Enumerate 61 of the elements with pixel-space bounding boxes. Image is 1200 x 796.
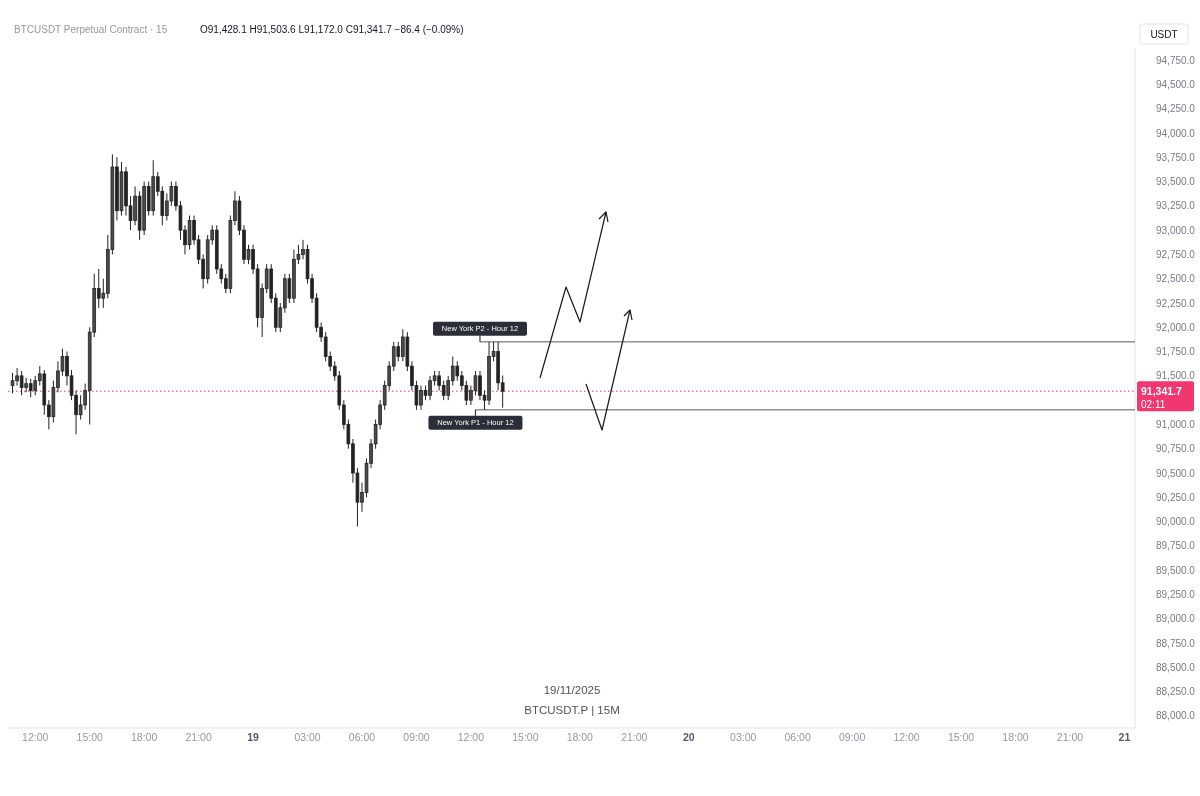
x-tick-label: 09:00 (403, 731, 430, 743)
candlestick (19, 370, 24, 396)
y-tick-label: 93,000.0 (1156, 224, 1196, 236)
text: 02:11 (1141, 398, 1166, 410)
chart-title: BTCUSDT Perpetual Contract · 15 (14, 24, 168, 35)
x-tick-label: 21:00 (1056, 731, 1084, 743)
y-tick-label: 94,250.0 (1156, 103, 1196, 115)
annotation: 19/11/2025 (543, 684, 601, 696)
y-tick-label: 92,500.0 (1156, 273, 1196, 285)
x-tick-label: 20 (682, 731, 695, 743)
ref-line-label: 91,341.7 (1141, 384, 1183, 397)
x-tick-label: 12:00 (22, 731, 49, 743)
y-tick-label: 88,500.0 (1156, 661, 1196, 673)
y-tick-label: 88,250.0 (1156, 686, 1196, 698)
x-tick-label: 03:00 (730, 731, 757, 743)
y-tick-label: 94,000.0 (1156, 127, 1196, 139)
y-tick-label: 91,750.0 (1156, 346, 1196, 358)
candlestick (78, 394, 83, 421)
candlestick (28, 378, 33, 398)
y-tick-label: 92,750.0 (1156, 248, 1196, 260)
y-tick-label: 94,750.0 (1156, 54, 1196, 66)
x-tick-label: 15:00 (76, 731, 103, 743)
y-tick-label: 89,000.0 (1156, 613, 1196, 625)
y-axis-title: USDT (1150, 28, 1178, 40)
y-tick-label: 93,500.0 (1156, 176, 1196, 188)
x-tick-label: 15:00 (512, 731, 539, 743)
candlestick (10, 372, 15, 394)
y-tick-label: 91,000.0 (1156, 418, 1196, 430)
y-tick-label: 89,250.0 (1156, 588, 1196, 600)
y-tick-label: 90,250.0 (1156, 491, 1196, 503)
y-tick-label: 90,500.0 (1156, 467, 1196, 479)
x-tick-label: 12:00 (893, 731, 920, 743)
y-tick-label: 89,500.0 (1156, 564, 1196, 576)
y-tick-label: 93,250.0 (1156, 200, 1196, 212)
y-tick-label: 90,750.0 (1156, 443, 1196, 455)
x-tick-label: 21 (1118, 731, 1131, 743)
y-tick-label: 92,250.0 (1156, 297, 1196, 309)
x-tick-label: 21:00 (621, 731, 648, 743)
x-tick-label: 18:00 (131, 731, 158, 743)
x-tick-label: 15:00 (947, 731, 975, 743)
y-tick-label: 89,750.0 (1156, 540, 1196, 552)
y-tick-label: 94,500.0 (1156, 78, 1196, 90)
y-tick-label: 90,000.0 (1156, 516, 1196, 528)
y-tick-label: 88,750.0 (1156, 637, 1196, 649)
x-tick-label: 06:00 (348, 731, 376, 743)
chart-subtitle: O91,428.1 H91,503.6 L91,172.0 C91,341.7 −86.4 (−0.09%) (200, 24, 464, 35)
x-tick-label: 19 (247, 731, 260, 743)
y-tick-label: 93,750.0 (1156, 151, 1196, 163)
y-tick-label: 92,000.0 (1156, 321, 1196, 333)
candlestick (455, 360, 460, 382)
x-tick-label: 03:00 (294, 731, 321, 743)
x-tick-label: 18:00 (566, 731, 594, 743)
y-tick-label: 91,500.0 (1156, 370, 1196, 382)
x-tick-label: 21:00 (185, 731, 212, 743)
candlestick (33, 375, 38, 396)
x-tick-label: 12:00 (457, 731, 485, 743)
x-tick-label: 09:00 (838, 731, 866, 743)
x-tick-label: 18:00 (1002, 731, 1029, 743)
y-tick-label: 88,000.0 (1156, 710, 1196, 722)
annotation: BTCUSDT.P | 15M (524, 704, 620, 716)
x-tick-label: 06:00 (784, 731, 811, 743)
